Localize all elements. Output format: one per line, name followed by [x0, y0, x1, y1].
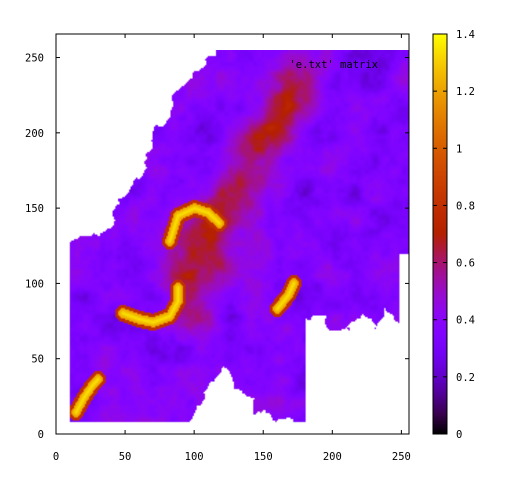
plot-frame	[55, 33, 410, 435]
y-axis: 0 50 100 150 200 250	[25, 53, 409, 441]
colorbar-tick-label: 1.2	[456, 86, 475, 98]
colorbar-tick-label: 0.6	[456, 258, 475, 270]
y-tick-label: 250	[25, 53, 44, 65]
x-tick-label: 50	[119, 451, 132, 463]
x-axis: 0 50 100 150 200 250	[53, 34, 411, 463]
x-tick-label: 0	[53, 451, 59, 463]
y-tick-label: 0	[38, 429, 44, 441]
y-tick-label: 50	[31, 354, 44, 366]
colorbar-gradient	[433, 34, 447, 434]
y-tick-label: 200	[25, 128, 44, 140]
colorbar-tick-label: 1	[456, 143, 462, 155]
x-tick-label: 150	[254, 451, 273, 463]
colorbar-tick-label: 0	[456, 429, 462, 441]
y-tick-label: 150	[25, 203, 44, 215]
colorbar: 0 0.2 0.4 0.6 0.8 1 1.2 1.4	[432, 29, 475, 441]
colorbar-tick-label: 0.4	[456, 315, 475, 327]
heatmap-image	[56, 50, 409, 434]
colorbar-tick-label: 0.8	[456, 200, 475, 212]
x-tick-label: 100	[185, 451, 204, 463]
x-tick-label: 250	[392, 451, 411, 463]
x-tick-label: 200	[323, 451, 342, 463]
colorbar-frame	[432, 33, 448, 435]
y-tick-label: 100	[25, 278, 44, 290]
plot-area	[56, 50, 409, 434]
colorbar-tick-label: 1.4	[456, 29, 475, 41]
legend-label: 'e.txt' matrix	[289, 59, 378, 71]
colorbar-tick-label: 0.2	[456, 372, 475, 384]
